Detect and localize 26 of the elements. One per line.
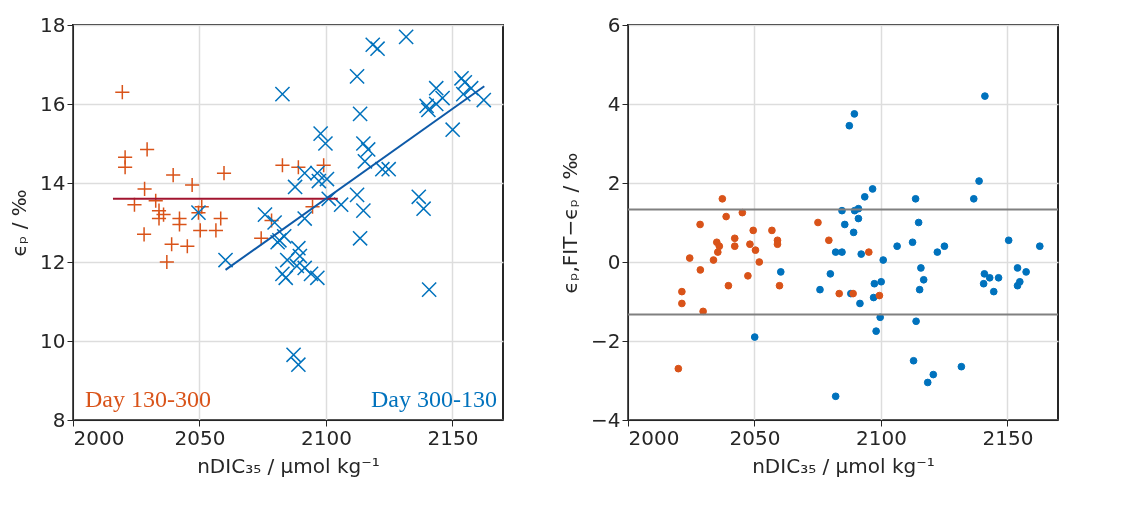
y-axis-title: ϵₚ,FIT−ϵₚ / ‰: [558, 152, 583, 294]
y-tick-label: 2: [607, 170, 621, 195]
x-tick-label: 2100: [855, 425, 907, 450]
y-tick-label: 0: [607, 249, 621, 274]
x-tick-label: 2100: [300, 425, 352, 450]
y-tick-label: 18: [40, 12, 66, 37]
text: Day 300-130: [371, 386, 497, 412]
y-tick-label: 14: [40, 170, 66, 195]
x-tick-label: 2050: [174, 425, 226, 450]
y-tick-label: −4: [591, 407, 621, 432]
y-tick-label: 8: [52, 407, 66, 432]
y-tick-label: −2: [591, 328, 621, 353]
y-tick-label: 16: [40, 91, 66, 116]
x-tick-label: 2150: [982, 425, 1034, 450]
x-tick-label: 2000: [628, 425, 680, 450]
x-axis-title: nDIC₃₅ / μmol kg⁻¹: [752, 453, 935, 478]
y-tick-label: 4: [607, 91, 621, 116]
text: Day 130-300: [85, 386, 211, 412]
x-tick-label: 2050: [729, 425, 781, 450]
x-axis-title: nDIC₃₅ / μmol kg⁻¹: [197, 453, 380, 478]
y-tick-label: 12: [40, 249, 66, 274]
y-axis-title: ϵₚ / ‰: [7, 189, 32, 257]
y-tick-label: 6: [607, 12, 621, 37]
x-tick-label: 2000: [73, 425, 125, 450]
y-tick-label: 10: [40, 328, 66, 353]
x-tick-label: 2150: [427, 425, 479, 450]
